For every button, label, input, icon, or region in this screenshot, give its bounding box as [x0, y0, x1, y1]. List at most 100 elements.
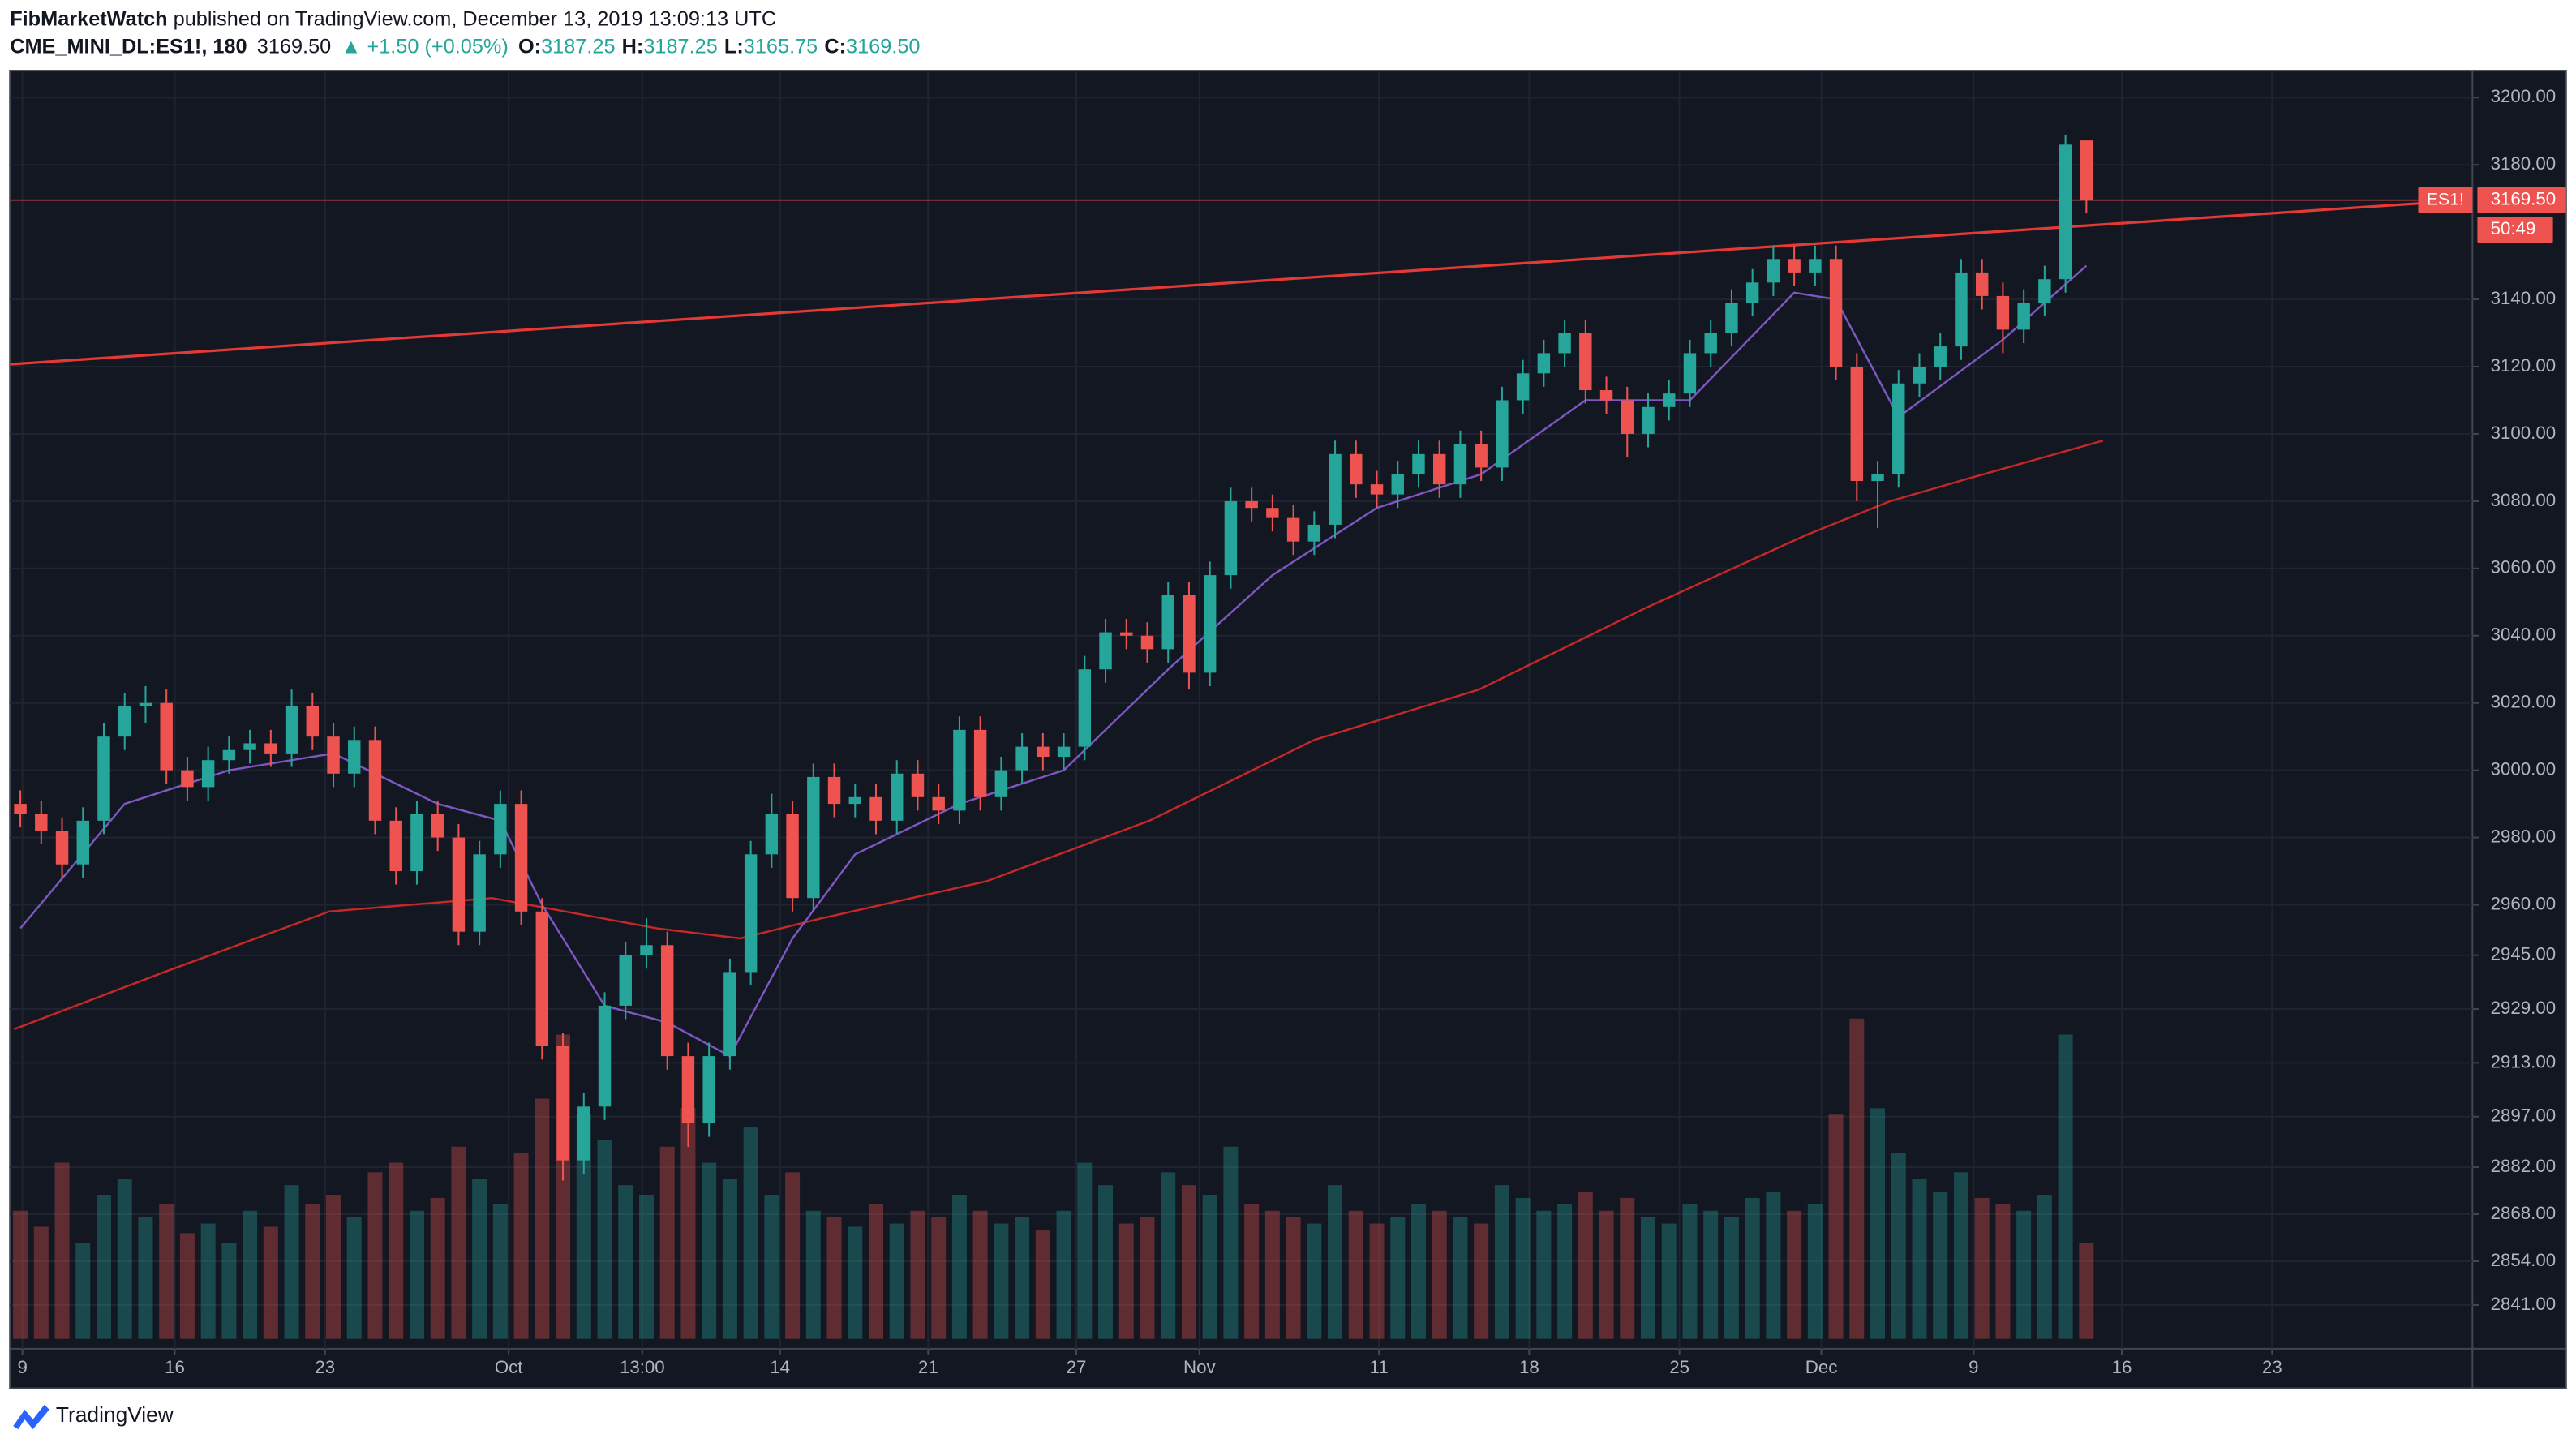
- candle-body: [1913, 367, 1926, 384]
- volume-bar: [1745, 1197, 1760, 1339]
- candles: [14, 134, 2093, 1181]
- volume-bar: [1620, 1197, 1635, 1339]
- symbol-line: CME_MINI_DL:ES1!, 180 3169.50 ▲ +1.50 (+0.…: [10, 35, 920, 58]
- candle-body: [1621, 400, 1634, 434]
- ohlc-value: 3187.25: [643, 35, 717, 58]
- volume-bar: [1494, 1185, 1509, 1339]
- x-tick-label: 14: [770, 1357, 790, 1377]
- volume-bar: [1766, 1192, 1781, 1339]
- volume-bar: [1056, 1210, 1071, 1339]
- candle-body: [181, 770, 194, 788]
- candle-body: [1391, 474, 1404, 495]
- candle-body: [1829, 259, 1843, 367]
- x-tick-label: 25: [1669, 1357, 1689, 1377]
- x-tick-label: 16: [2112, 1357, 2132, 1377]
- volume-bar: [597, 1140, 612, 1339]
- volume-pane: [13, 1018, 2094, 1339]
- volume-bar: [1995, 1204, 2011, 1339]
- volume-bar: [367, 1172, 383, 1339]
- y-tick-label: 2960.00: [2491, 893, 2557, 913]
- x-tick-label: 9: [17, 1357, 27, 1377]
- y-tick-label: 2854.00: [2491, 1250, 2557, 1270]
- volume-bar: [96, 1194, 112, 1339]
- candle-body: [556, 1046, 569, 1161]
- volume-bar: [1286, 1217, 1301, 1339]
- countdown-label: 50:49: [2491, 218, 2536, 238]
- candle-body: [786, 814, 799, 899]
- volume-bar: [2037, 1194, 2052, 1339]
- volume-bar: [138, 1217, 153, 1339]
- candle-body: [1537, 353, 1551, 374]
- candle-body: [1475, 444, 1488, 468]
- volume-bar: [346, 1217, 362, 1339]
- volume-bar: [2058, 1034, 2073, 1339]
- candle-body: [1015, 746, 1028, 771]
- change: ▲ +1.50 (+0.05%): [341, 35, 508, 58]
- volume-bar: [1077, 1162, 1093, 1339]
- publish-line: FibMarketWatch published on TradingView.…: [10, 7, 776, 30]
- volume-bar: [931, 1217, 947, 1339]
- volume-bar: [1912, 1179, 1927, 1339]
- y-tick-label: 3000.00: [2491, 759, 2557, 779]
- candle-body: [514, 804, 528, 912]
- volume-bar: [1724, 1217, 1739, 1339]
- candle-body: [619, 955, 632, 1006]
- candle-body: [1224, 500, 1238, 576]
- volume-bar: [1264, 1210, 1280, 1339]
- candle-body: [765, 814, 779, 855]
- last-price: 3169.50: [257, 35, 331, 58]
- candle-body: [2038, 279, 2051, 303]
- volume-bar: [1015, 1217, 1030, 1339]
- candle-body: [640, 945, 653, 955]
- volume-bar: [889, 1223, 904, 1339]
- x-tick-label: 18: [1519, 1357, 1539, 1377]
- candle-body: [1599, 390, 1613, 401]
- candle-body: [348, 740, 361, 774]
- candle-body: [953, 729, 966, 811]
- candle-body: [723, 972, 736, 1057]
- volume-bar: [618, 1185, 633, 1339]
- volume-bar: [1891, 1153, 1906, 1339]
- volume-bar: [284, 1185, 299, 1339]
- candle-body: [1203, 575, 1217, 673]
- volume-bar: [75, 1243, 91, 1339]
- ohlc-label: C:: [824, 35, 846, 58]
- candle-body: [1725, 303, 1738, 333]
- candle-body: [243, 743, 256, 750]
- volume-bar: [1328, 1185, 1343, 1339]
- candle-body: [1934, 346, 1947, 367]
- volume-bar: [1515, 1197, 1531, 1339]
- candle-body: [744, 854, 758, 973]
- volume-bar: [409, 1210, 424, 1339]
- candle-body: [139, 702, 152, 706]
- x-tick-label: 9: [1968, 1357, 1978, 1377]
- y-tick-label: 3100.00: [2491, 423, 2557, 443]
- volume-bar: [910, 1210, 925, 1339]
- volume-bar: [868, 1204, 884, 1339]
- candle-body: [1809, 259, 1822, 273]
- volume-bar: [326, 1194, 341, 1339]
- volume-bar: [1933, 1192, 1948, 1339]
- candle-body: [452, 837, 466, 932]
- candle-body: [1579, 333, 1592, 391]
- candle-body: [577, 1106, 590, 1161]
- volume-bar: [680, 1108, 696, 1339]
- y-tick-label: 3200.00: [2491, 86, 2557, 106]
- candle-body: [1788, 259, 1801, 273]
- candle-body: [1245, 500, 1258, 509]
- volume-bar: [1348, 1210, 1363, 1339]
- volume-bar: [1181, 1185, 1196, 1339]
- countdown-tag: [2477, 216, 2553, 243]
- symbol-tag-label: ES1!: [2427, 189, 2464, 208]
- volume-bar: [1828, 1114, 1844, 1339]
- candle-body: [327, 736, 340, 774]
- volume-bar: [702, 1162, 717, 1339]
- ohlc-label: O:: [518, 35, 541, 58]
- candle-body: [1329, 453, 1342, 525]
- candle-body: [431, 814, 444, 838]
- volume-bar: [33, 1226, 49, 1339]
- x-tick-label: Nov: [1183, 1357, 1216, 1377]
- symbol: CME_MINI_DL:ES1!, 180: [10, 35, 247, 58]
- candle-body: [201, 760, 215, 788]
- volume-bar: [1849, 1018, 1865, 1339]
